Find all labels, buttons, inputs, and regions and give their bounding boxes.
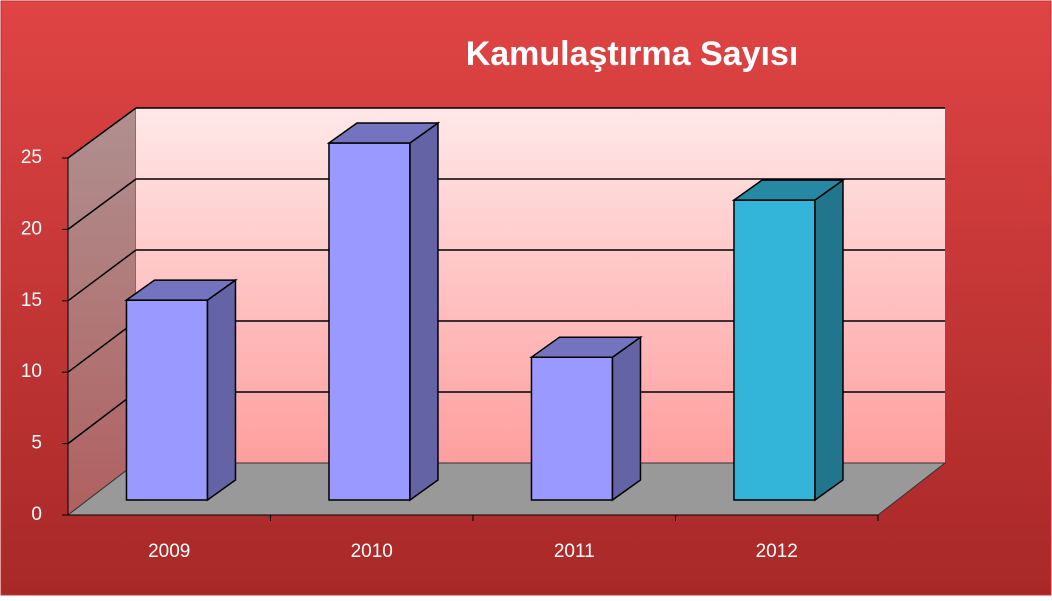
chart-title: Kamulaştırma Sayısı — [466, 35, 799, 73]
bar-face — [530, 356, 614, 501]
grid-line — [67, 320, 137, 373]
bar-face — [326, 122, 441, 144]
x-tick-label: 2009 — [148, 541, 190, 562]
y-tick-label: 20 — [21, 218, 42, 239]
grid-line — [67, 391, 137, 445]
bar — [124, 278, 238, 502]
x-tick-label: 2010 — [351, 541, 393, 562]
y-tick-label: 25 — [21, 147, 42, 168]
y-tick-label: 15 — [21, 290, 42, 311]
bar-face — [125, 299, 209, 501]
bar-face — [206, 278, 237, 502]
bar-face — [733, 199, 816, 501]
grid-line — [67, 107, 137, 159]
y-tick-label: 0 — [31, 504, 42, 525]
bar-face — [611, 335, 642, 502]
grid-line — [67, 178, 137, 231]
y-tick-label: 5 — [31, 433, 42, 454]
y-tick-label: 10 — [21, 361, 42, 382]
bar-face — [814, 178, 844, 502]
bar-face — [328, 142, 411, 501]
x-tick-label: 2011 — [554, 541, 595, 562]
bar — [529, 335, 643, 502]
bar — [731, 178, 846, 502]
bar-face — [124, 279, 238, 301]
bar-face — [409, 121, 439, 502]
bar-face — [529, 336, 643, 358]
bar — [326, 121, 441, 502]
grid-line — [67, 249, 137, 302]
x-tick-label: 2012 — [756, 541, 798, 562]
bar-face — [731, 179, 846, 201]
